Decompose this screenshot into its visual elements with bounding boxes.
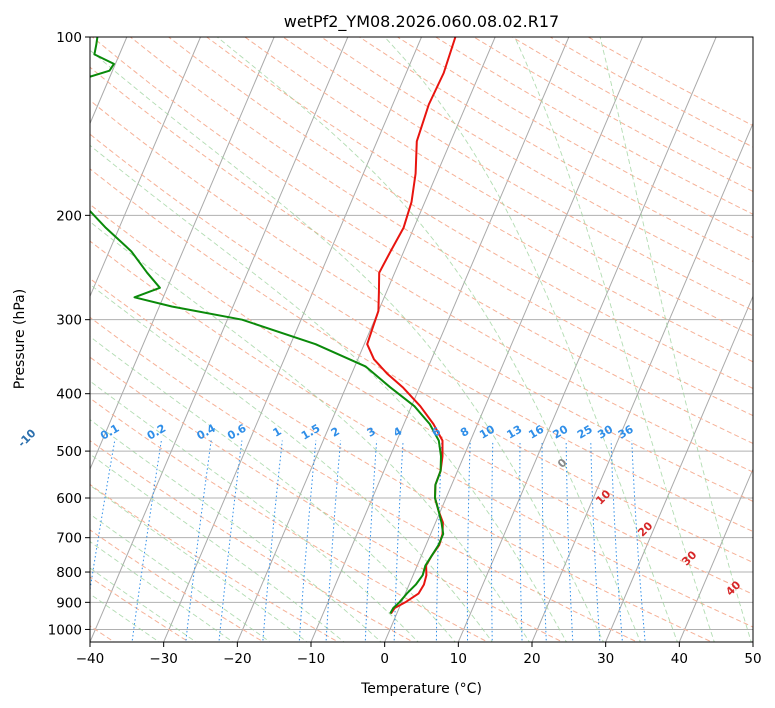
- y-tick-label: 1000: [48, 622, 82, 638]
- moist-adiabat-line: [90, 593, 160, 642]
- moist-adiabat-line: [90, 419, 382, 642]
- y-tick-label: 800: [56, 565, 82, 581]
- dry-adiabat-line: [90, 440, 414, 642]
- moist-adiabat-line: [90, 541, 234, 642]
- y-tick-label: 500: [56, 444, 82, 460]
- moist-adiabat-line: [90, 221, 530, 642]
- isotherm-line: [531, 122, 753, 642]
- mixing-ratio-line: [466, 440, 471, 642]
- isotherm-line: [163, 37, 422, 642]
- mixing-ratio-line: [364, 440, 378, 642]
- plot-frame: [89, 36, 754, 643]
- y-tick-label: 300: [56, 313, 82, 329]
- dry-adiabat-line: [90, 529, 265, 642]
- moist-adiabat-line: [599, 37, 752, 642]
- y-tick-label: 200: [56, 208, 82, 224]
- x-axis-title: Temperature (°C): [360, 681, 482, 697]
- x-tick-label: 10: [450, 651, 467, 667]
- isotherm-line: [384, 37, 643, 642]
- moist-adiabat-line: [90, 453, 345, 642]
- dry-adiabat-line: [90, 483, 340, 642]
- dry-adiabat-line: [90, 168, 753, 563]
- x-tick-label: 0: [380, 651, 389, 667]
- dry-adiabat-line: [91, 37, 753, 445]
- mixing-ratio-line: [393, 440, 404, 642]
- dry-adiabat-line: [90, 203, 753, 595]
- x-tick-label: −30: [149, 651, 178, 667]
- dewpoint-line: [90, 37, 445, 614]
- mixing-ratio-line: [631, 440, 646, 642]
- mixing-ratio-line: [541, 440, 547, 642]
- isotherm-line: [90, 37, 201, 298]
- dry-adiabat-line: [90, 316, 639, 642]
- mixing-ratio-line: [565, 440, 574, 642]
- mixing-ratio-line: [491, 440, 494, 642]
- mixing-ratio-line: [519, 440, 523, 642]
- dry-adiabat-line: [130, 37, 753, 417]
- isotherm-line: [90, 37, 275, 471]
- isotherm-line: [90, 37, 349, 642]
- dry-adiabat-line: [282, 37, 753, 312]
- moist-adiabat-line: [216, 37, 641, 642]
- dry-adiabat-line: [90, 99, 753, 502]
- dry-adiabat-line: [320, 37, 753, 287]
- isotherm-line: [236, 37, 496, 642]
- mixing-ratio-line: [131, 440, 162, 642]
- y-axis-title: Pressure (hPa): [12, 289, 28, 389]
- mixing-ratio-line: [325, 440, 342, 642]
- moist-adiabat-line: [90, 283, 493, 642]
- dry-adiabat-line: [90, 133, 753, 533]
- dry-adiabat-line: [90, 66, 753, 473]
- mixing-ratio-line: [435, 440, 443, 642]
- chart-title: wetPf2_YM08.2026.060.08.02.R17: [284, 12, 559, 32]
- x-tick-label: 30: [597, 651, 614, 667]
- dry-adiabat-line: [90, 240, 753, 628]
- isotherm-line: [605, 295, 753, 642]
- moist-adiabat-line: [90, 567, 197, 642]
- y-tick-label: 700: [56, 531, 82, 547]
- x-tick-label: 50: [744, 651, 761, 667]
- x-tick-label: −40: [76, 651, 105, 667]
- y-tick-label: 600: [56, 491, 82, 507]
- y-tick-label: 400: [56, 387, 82, 403]
- x-tick-label: −20: [223, 651, 252, 667]
- mixing-ratio-line: [185, 440, 212, 642]
- temperature-line: [366, 37, 457, 615]
- dry-adiabat-line: [90, 278, 713, 642]
- mixing-ratio-line: [262, 440, 283, 642]
- isotherm-line: [457, 37, 717, 642]
- x-tick-label: 40: [671, 651, 688, 667]
- mixing-ratio-line: [610, 440, 623, 642]
- moist-adiabat-line: [90, 144, 568, 642]
- moist-adiabat-line: [514, 37, 715, 642]
- moist-adiabat-line: [90, 484, 308, 642]
- x-tick-label: 20: [523, 651, 540, 667]
- moist-adiabat-line: [90, 513, 271, 642]
- x-tick-label: −10: [297, 651, 326, 667]
- moist-adiabat-line: [90, 336, 456, 642]
- dry-adiabat-line: [90, 356, 564, 642]
- mixing-ratio-line: [298, 440, 317, 642]
- y-tick-label: 100: [56, 30, 82, 46]
- y-tick-label: 900: [56, 595, 82, 611]
- dry-adiabat-line: [90, 397, 489, 642]
- mixing-ratio-line: [590, 440, 601, 642]
- mixing-ratio-line: [218, 440, 243, 642]
